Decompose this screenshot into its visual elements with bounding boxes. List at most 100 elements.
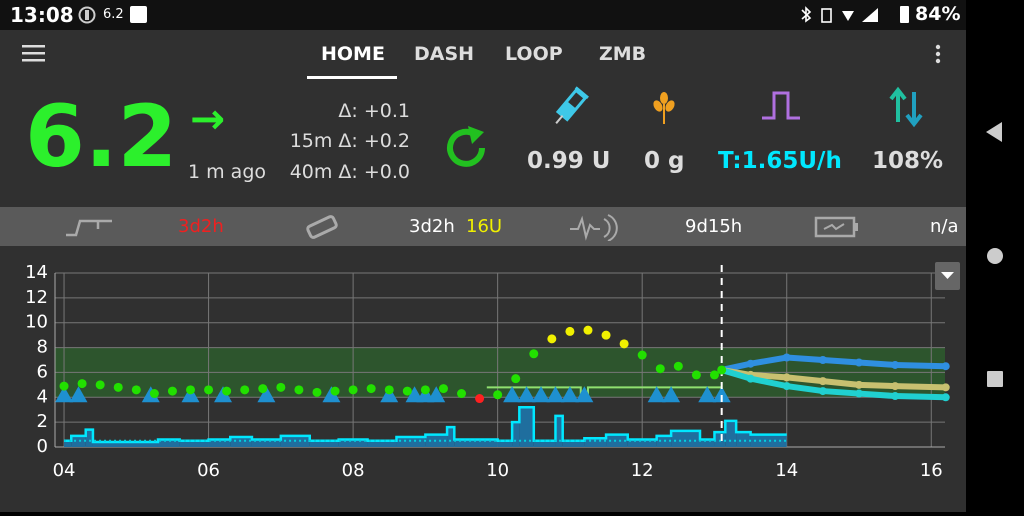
smb-marker	[257, 386, 276, 403]
reservoir-age: 3d2h	[409, 216, 455, 237]
overview: 6.2 → 1 m ago Δ: +0.1 15m Δ: +0.2 40m Δ:…	[0, 80, 966, 207]
y-tick-label: 6	[37, 361, 48, 382]
delta: Δ: +0.1	[338, 100, 410, 122]
toolbar: HOME DASH LOOP ZMB	[0, 30, 966, 80]
y-tick-label: 10	[25, 312, 48, 333]
tab[interactable]: HOME	[321, 43, 385, 65]
smb-marker	[662, 386, 681, 403]
recents-button[interactable]	[987, 371, 1003, 387]
carbs-icon	[653, 92, 675, 124]
smb-marker	[517, 386, 536, 403]
prediction-line	[718, 366, 949, 401]
nav-buttons	[986, 122, 1003, 387]
autosens: 108%	[872, 148, 944, 174]
bg-reading	[420, 385, 430, 395]
loop-icon[interactable]	[440, 122, 492, 174]
basal-bar	[338, 439, 368, 447]
basal-bar	[555, 415, 563, 447]
trend-arrow: →	[190, 94, 226, 143]
app-icon	[78, 6, 96, 24]
bg-reading	[709, 370, 719, 380]
basal-bar	[714, 432, 726, 447]
bg-reading	[330, 386, 340, 396]
cannula-age: 3d2h	[178, 216, 224, 237]
overflow-menu[interactable]	[934, 44, 942, 66]
basal-bar	[251, 439, 281, 447]
tab[interactable]: LOOP	[505, 43, 563, 65]
sensitivity-icon	[889, 86, 923, 128]
back-button[interactable]	[986, 122, 1002, 142]
bg-reading	[312, 387, 322, 397]
bg-reading	[276, 382, 286, 392]
tab-indicator	[307, 76, 397, 79]
bg-reading	[240, 385, 250, 395]
temp-basal: T:1.65U/h	[718, 148, 842, 174]
bg-reading	[222, 386, 232, 396]
basal-bar	[64, 440, 72, 447]
sensor-icon	[570, 214, 618, 241]
cob: 0 g	[644, 148, 685, 174]
bg-reading	[204, 385, 214, 395]
smb-marker	[560, 386, 579, 403]
bg-reading	[294, 385, 304, 395]
smb-marker	[503, 386, 522, 403]
bg-reading	[565, 326, 575, 336]
x-tick-label: 14	[775, 460, 798, 481]
reservoir-level: 16U	[466, 216, 503, 237]
bg-age: 1 m ago	[188, 161, 267, 183]
basal-bar	[700, 439, 715, 447]
y-tick-label: 4	[37, 386, 48, 407]
bg-reading	[547, 334, 557, 344]
x-tick-label: 10	[486, 460, 509, 481]
bg-reading	[77, 379, 87, 389]
graph-menu-arrow	[941, 272, 954, 279]
status-bar: 13:08 6.2 84%	[0, 0, 966, 30]
bg-reading	[438, 384, 448, 394]
bg-reading	[655, 364, 665, 374]
bg-reading	[366, 384, 376, 394]
menu-button[interactable]	[22, 44, 46, 64]
y-tick-label: 8	[37, 337, 48, 358]
smb-marker	[427, 386, 446, 403]
smb-marker	[546, 386, 565, 403]
basal-bar	[179, 440, 209, 447]
tab[interactable]: DASH	[414, 43, 475, 65]
basal-bar	[208, 439, 231, 447]
basal-bar	[396, 437, 426, 447]
status-icons	[801, 6, 878, 23]
y-tick-label: 12	[25, 287, 48, 308]
bg-reading	[619, 339, 629, 349]
reservoir-icon	[306, 215, 338, 239]
basal-bar	[157, 439, 180, 447]
delta: 40m Δ: +0.0	[289, 161, 410, 183]
tab[interactable]: ZMB	[599, 43, 647, 65]
bg-reading	[601, 330, 611, 340]
bg-reading	[167, 386, 177, 396]
bg-reading	[402, 386, 412, 396]
bg-reading	[113, 382, 123, 392]
battery-icon	[900, 6, 909, 23]
x-tick-label: 04	[53, 460, 76, 481]
basal-bar	[367, 440, 397, 447]
basal-bar	[85, 429, 93, 447]
x-tick-label: 08	[342, 460, 365, 481]
basal-bar	[627, 439, 657, 447]
basal-bar	[71, 435, 86, 447]
battery-icon	[814, 216, 858, 238]
basal-bar	[606, 434, 628, 447]
y-tick-label: 2	[37, 411, 48, 432]
home-button[interactable]	[987, 248, 1003, 264]
basal-bar	[425, 434, 448, 447]
basal-bar	[519, 407, 534, 447]
basal-bar	[454, 439, 498, 447]
basal-bar	[230, 437, 252, 447]
bg-reading	[475, 394, 485, 404]
bg-reading	[493, 390, 503, 400]
bg-reading	[673, 361, 683, 371]
basal-bar	[309, 440, 339, 447]
nav-bar	[966, 0, 1024, 512]
cannula-icon	[66, 219, 112, 237]
basal-bar	[750, 434, 787, 447]
insulin-icon	[555, 86, 589, 124]
